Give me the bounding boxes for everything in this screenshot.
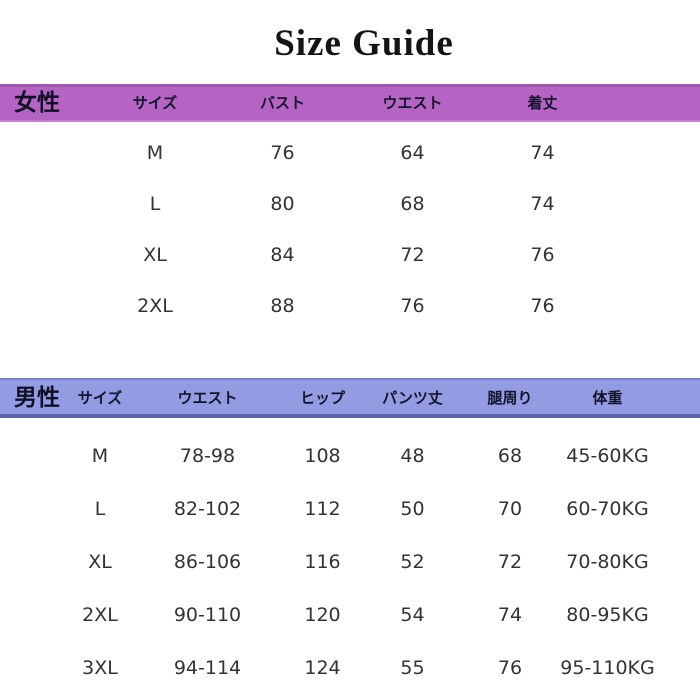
cell-size: XL [88,551,112,573]
cell-pants-length: 48 [400,445,425,467]
cell-length: 76 [530,295,555,317]
cell-hip: 120 [304,604,341,626]
page-title: Size Guide [274,23,454,64]
cell-thigh: 68 [497,445,523,467]
men-section-label: 男性 [14,384,60,411]
men-col-waist: ウエスト [177,388,238,407]
men-col-hip: ヒップ [299,388,345,407]
cell-bust: 76 [270,142,295,164]
table-row: 2XL 90-110 120 54 74 80-95KG [0,589,700,642]
women-header-row: 女性 サイズ バスト ウエスト 着丈 [0,84,700,122]
cell-bust: 84 [270,244,295,266]
cell-waist: 78-98 [179,445,236,467]
table-row: XL 86-106 116 52 72 70-80KG [0,536,700,589]
cell-size: XL [143,244,167,266]
women-section-label: 女性 [14,89,60,116]
cell-waist: 72 [400,244,425,266]
men-col-thigh: 腿周り [487,388,533,407]
cell-size: M [146,142,164,164]
cell-thigh: 72 [497,551,523,573]
cell-pants-length: 50 [400,498,425,520]
cell-waist: 90-110 [173,604,242,626]
women-col-size: サイズ [132,93,178,112]
cell-size: L [149,193,161,215]
women-col-waist: ウエスト [382,93,443,112]
table-row: L 80 68 74 [0,179,700,230]
women-col-length: 着丈 [527,93,558,112]
cell-waist: 68 [400,193,425,215]
cell-thigh: 76 [497,657,523,679]
cell-hip: 112 [304,498,341,520]
men-col-size: サイズ [77,388,123,407]
cell-length: 74 [530,142,555,164]
cell-pants-length: 55 [400,657,425,679]
cell-thigh: 70 [497,498,523,520]
cell-weight: 95-110KG [560,657,655,679]
men-col-pants-length: パンツ丈 [382,388,443,407]
cell-waist: 86-106 [173,551,242,573]
cell-waist: 64 [400,142,425,164]
cell-length: 76 [530,244,555,266]
cell-size: 2XL [137,295,173,317]
cell-size: 2XL [82,604,118,626]
table-row: 3XL 94-114 124 55 76 95-110KG [0,642,700,695]
men-col-weight: 体重 [592,388,623,407]
cell-weight: 45-60KG [566,445,649,467]
table-row: XL 84 72 76 [0,230,700,281]
cell-length: 74 [530,193,555,215]
cell-waist: 82-102 [173,498,242,520]
table-row: 2XL 88 76 76 [0,281,700,332]
women-table-body: M 76 64 74 L 80 68 74 XL 84 72 76 2XL 88… [0,128,700,332]
cell-pants-length: 54 [400,604,425,626]
cell-size: M [91,445,109,467]
table-row: L 82-102 112 50 70 60-70KG [0,483,700,536]
cell-pants-length: 52 [400,551,425,573]
cell-thigh: 74 [497,604,523,626]
cell-weight: 60-70KG [566,498,649,520]
table-row: M 78-98 108 48 68 45-60KG [0,430,700,483]
cell-hip: 124 [304,657,341,679]
cell-hip: 116 [304,551,341,573]
men-header-row: 男性 サイズ ウエスト ヒップ パンツ丈 腿周り 体重 [0,378,700,418]
cell-weight: 80-95KG [566,604,649,626]
men-table-body: M 78-98 108 48 68 45-60KG L 82-102 112 5… [0,430,700,695]
cell-bust: 80 [270,193,295,215]
cell-size: 3XL [82,657,118,679]
table-row: M 76 64 74 [0,128,700,179]
cell-waist: 76 [400,295,425,317]
cell-waist: 94-114 [173,657,242,679]
cell-size: L [94,498,106,520]
cell-bust: 88 [270,295,295,317]
cell-weight: 70-80KG [566,551,649,573]
women-col-bust: バスト [259,93,305,112]
cell-hip: 108 [304,445,341,467]
